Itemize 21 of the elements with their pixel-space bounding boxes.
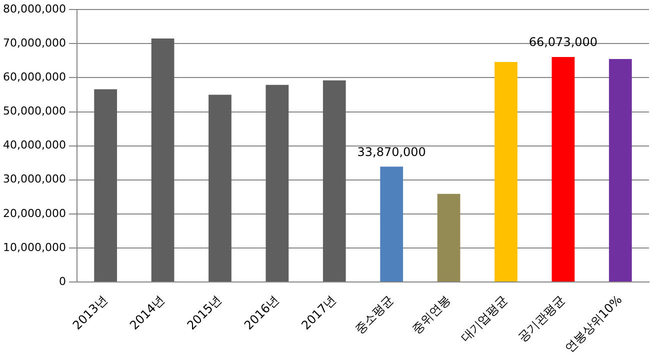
bar [552,57,575,282]
y-tick-label: 50,000,000 [2,104,66,118]
y-tick-label: 70,000,000 [2,36,66,50]
y-tick-label: 20,000,000 [2,206,66,220]
bar [380,166,404,282]
y-tick-label: 10,000,000 [2,240,66,254]
y-tick-label: 80,000,000 [2,2,66,16]
y-tick-label: 40,000,000 [2,138,66,152]
bar [208,94,232,282]
bar [437,194,460,282]
bar [608,58,632,282]
bar [266,84,289,282]
bar [94,89,118,282]
bar [151,38,174,282]
y-tick-label: 30,000,000 [2,172,66,186]
data-label: 66,073,000 [528,35,598,50]
bar [322,80,346,282]
bar [494,62,518,282]
y-tick-label: 60,000,000 [2,70,66,84]
y-tick-label: 0 [58,274,66,288]
data-label: 33,870,000 [357,144,426,159]
